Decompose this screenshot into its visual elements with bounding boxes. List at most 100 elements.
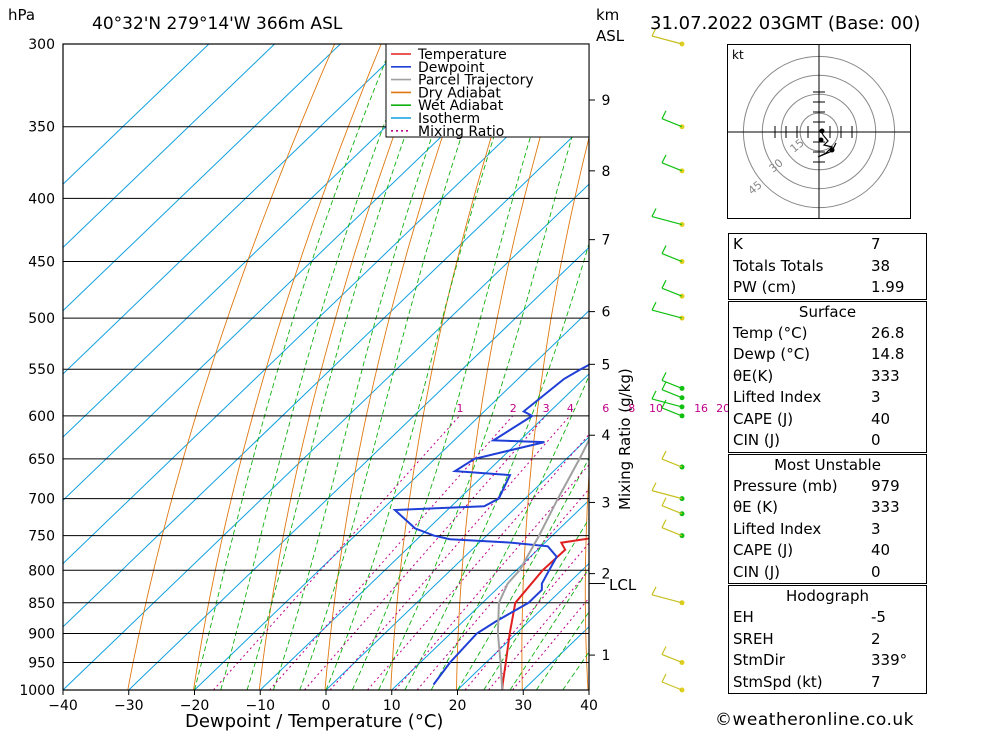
mixing-ratio-line (394, 464, 589, 690)
hodograph-point (819, 128, 825, 134)
wind-barb-flag (661, 381, 667, 390)
most-unstable-box: Most Unstable Pressure (mb) 979 θE (K) 333… (728, 453, 927, 584)
wet-adiabat-line (272, 44, 466, 690)
stat-key: θE(K) (733, 366, 774, 385)
stat-key: Totals Totals (733, 256, 824, 275)
location-label: 40°32'N 279°14'W 366m ASL (92, 14, 343, 34)
stat-value: 40 (871, 541, 891, 559)
isotherm-line (63, 44, 210, 185)
stat-key: PW (cm) (733, 278, 797, 296)
temp-tick-label: −40 (48, 698, 78, 714)
stat-row: StmDir 339° (729, 650, 926, 672)
wind-barb-staff (661, 681, 683, 691)
isotherm-line (259, 373, 589, 690)
wind-barb-flag (661, 646, 667, 655)
mixing-ratio-label: 8 (628, 402, 635, 415)
wind-barb-staff (661, 458, 683, 468)
wind-barb-flag (651, 208, 657, 217)
pressure-tick-label: 650 (28, 452, 55, 468)
temp-tick-label: −30 (114, 698, 144, 714)
wet-adiabat-line (351, 44, 560, 690)
stat-key: θE (K) (733, 498, 778, 516)
stat-value: 40 (871, 409, 891, 428)
km-tick-label: 6 (602, 305, 611, 321)
stat-row: StmSpd (kt) 7 (729, 672, 926, 694)
stat-value: 979 (871, 476, 900, 495)
stat-row: Lifted Index 3 (729, 387, 926, 409)
km-tick-label: 7 (602, 233, 611, 249)
legend-label: Dewpoint (418, 60, 485, 76)
wind-barb-staff (661, 407, 683, 417)
dry-adiabat-line (647, 44, 708, 690)
stat-value: 7 (871, 672, 881, 691)
mixing-ratio-label: 1 (456, 402, 463, 415)
stat-key: Temp (°C) (733, 323, 808, 342)
wind-barb-flag (661, 279, 667, 289)
stat-key: StmDir (733, 651, 785, 669)
stat-value: 333 (871, 498, 900, 516)
wind-barb-flag (661, 497, 667, 507)
stat-row: Pressure (mb) 979 (729, 476, 926, 498)
stat-row: SREH 2 (729, 629, 926, 651)
pressure-tick-label: 950 (28, 655, 55, 671)
surface-box: Surface Temp (°C) 26.8 Dewp (°C) 14.8 θE(K… (728, 300, 927, 453)
km-tick-label: 3 (602, 495, 611, 511)
dry-adiabat-line (928, 44, 983, 690)
wind-barb-staff (651, 594, 683, 604)
stat-key: Pressure (mb) (733, 476, 838, 495)
km-tick-label: 8 (602, 164, 611, 180)
pressure-tick-label: 400 (28, 191, 55, 207)
temp-tick-label: 20 (449, 698, 467, 714)
credit-link[interactable]: ©weatheronline.co.uk (715, 710, 915, 730)
wind-barb-flag (651, 301, 657, 311)
wind-barb-staff (661, 389, 683, 399)
isotherm-line (63, 120, 589, 628)
wind-barb-staff (651, 215, 683, 226)
wind-barb-staff (651, 490, 683, 500)
legend-label: Temperature (417, 47, 507, 63)
legend-label: Wet Adiabat (418, 98, 504, 114)
mixing-ratio-label: 20 (716, 402, 730, 415)
temp-tick-label: 40 (580, 698, 598, 714)
pressure-tick-label: 700 (28, 492, 55, 508)
stat-key: CIN (J) (733, 562, 781, 581)
wind-barb-flag (661, 450, 667, 460)
dry-adiabat-line (258, 44, 429, 690)
pressure-tick-label: 900 (28, 626, 55, 642)
hodograph-trace (817, 129, 837, 158)
isotherm-line (391, 499, 589, 690)
wind-barb-flag (661, 673, 667, 683)
asl-label: ASL (596, 27, 625, 45)
wet-adiabat-line (299, 44, 494, 690)
temp-tick-label: 10 (383, 698, 401, 714)
wind-barb-staff (661, 252, 683, 263)
km-tick-label: 4 (602, 428, 611, 444)
stat-value: -5 (871, 608, 886, 626)
stat-row: θE(K) 333 (729, 366, 926, 388)
stat-value: 1.99 (871, 278, 905, 296)
wind-barb-staff (661, 118, 683, 128)
wind-barb-staff (661, 653, 683, 664)
parcel-trajectory-line (496, 437, 589, 690)
pressure-tick-label: 450 (28, 255, 55, 271)
lcl-label: LCL (609, 576, 637, 594)
dry-adiabat-line (584, 467, 589, 690)
stat-value: 26.8 (871, 323, 905, 342)
wet-adiabat-line (378, 76, 589, 690)
hodograph-stats-title: Hodograph (785, 587, 870, 605)
hodograph-stats-box: Hodograph EH -5 SREH 2 StmDir 339° StmSpd (… (728, 585, 927, 694)
hodograph-unit-label: kt (732, 48, 744, 62)
legend-label: Parcel Trajectory (418, 73, 534, 89)
mixing-ratio-label: 16 (694, 402, 708, 415)
pressure-tick-label: 500 (28, 311, 55, 327)
isotherm-line (63, 44, 275, 249)
stat-key: StmSpd (kt) (733, 672, 823, 691)
isotherm-line (63, 44, 341, 312)
legend-label: Dry Adiabat (418, 85, 501, 101)
wet-adiabat-line (220, 44, 416, 690)
wind-barb-flag (651, 482, 657, 491)
wind-barb-flag (661, 110, 667, 119)
